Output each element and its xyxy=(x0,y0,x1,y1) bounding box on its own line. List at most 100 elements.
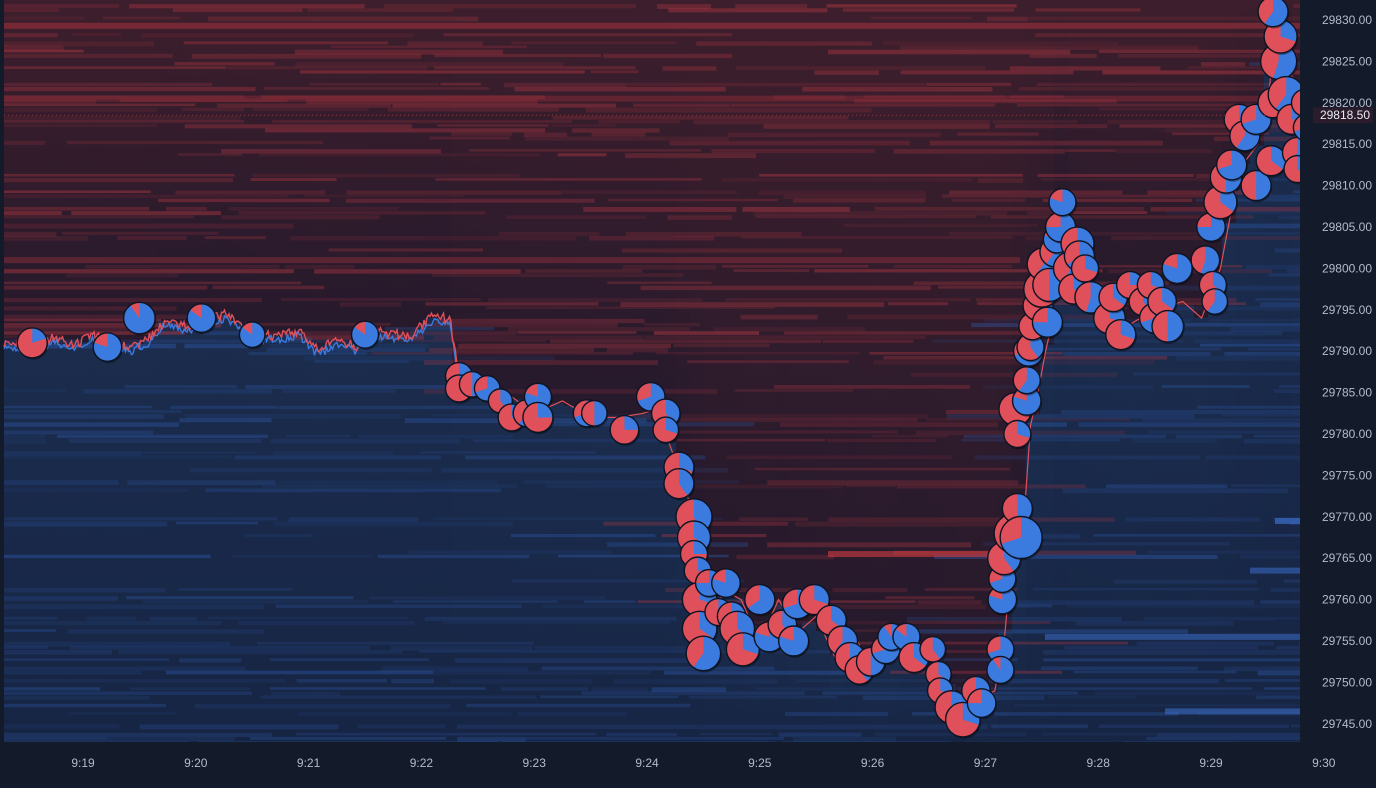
bid-zone xyxy=(886,656,901,742)
bid-zone xyxy=(536,409,551,742)
trade-bubble[interactable] xyxy=(1105,318,1137,352)
trade-bubble[interactable] xyxy=(744,583,776,617)
trade-bubble[interactable] xyxy=(987,584,1018,616)
bid-zone xyxy=(1012,542,1027,742)
bid-zone xyxy=(1208,282,1223,742)
trade-bubble[interactable] xyxy=(522,401,555,435)
price-axis[interactable]: 29830.00 29825.00 29820.00 29815.00 29810.00… xyxy=(1300,0,1376,788)
bid-zone xyxy=(620,416,635,742)
trade-bubble[interactable] xyxy=(186,303,217,335)
trade-bubble[interactable] xyxy=(1190,245,1221,277)
liquidity-band xyxy=(250,178,337,182)
trade-bubble[interactable] xyxy=(1031,306,1064,340)
trade-bubble[interactable] xyxy=(1151,309,1185,344)
trade-bubble[interactable] xyxy=(1003,419,1033,450)
liquidity-band xyxy=(827,438,937,443)
trade-bubble[interactable] xyxy=(685,635,722,673)
ask-zone xyxy=(970,0,985,702)
bid-zone xyxy=(788,628,803,742)
trade-bubble[interactable] xyxy=(1259,42,1298,82)
trade-bubble[interactable] xyxy=(1215,149,1248,182)
liquidity-band xyxy=(763,124,990,129)
liquidity-band xyxy=(622,264,716,270)
trade-bubble-outline xyxy=(186,303,217,334)
ask-zone xyxy=(144,0,159,337)
trade-bubble-buy xyxy=(239,321,265,348)
trade-bubbles[interactable] xyxy=(16,0,1322,739)
time-axis[interactable]: 9:19 9:20 9:21 9:22 9:23 9:24 9:25 9:26 9:27 9:28… xyxy=(0,742,1336,788)
liquidity-band xyxy=(1224,351,1300,356)
trade-bubble[interactable] xyxy=(1196,212,1227,244)
trade-bubble-buy xyxy=(987,635,1014,663)
trade-bubble-buy xyxy=(747,584,775,615)
trade-bubble[interactable] xyxy=(919,635,947,664)
trade-bubble[interactable] xyxy=(1255,145,1288,178)
liquidity-band xyxy=(946,409,1039,414)
liquidity-band xyxy=(644,335,926,340)
liquidity-band xyxy=(721,264,869,268)
trade-bubble[interactable] xyxy=(1011,385,1043,417)
trade-bubble[interactable] xyxy=(122,301,157,336)
trade-bubble-buy xyxy=(697,557,712,571)
liquidity-band xyxy=(4,314,231,319)
liquidity-band xyxy=(57,434,268,439)
ask-zone xyxy=(900,0,915,644)
trade-bubble[interactable] xyxy=(92,332,123,364)
liquidity-band xyxy=(488,298,703,303)
liquidity-band xyxy=(591,132,646,137)
trade-bubble[interactable] xyxy=(777,625,810,658)
liquidity-band xyxy=(170,405,278,409)
liquidity-band xyxy=(603,53,733,59)
bid-zone xyxy=(522,409,537,742)
liquidity-band xyxy=(589,235,715,241)
ask-zone xyxy=(116,0,131,347)
liquidity-band xyxy=(758,190,926,196)
ask-zone xyxy=(186,0,201,325)
trade-bubble[interactable] xyxy=(999,515,1044,561)
liquidity-band xyxy=(425,302,599,306)
trade-bubble[interactable] xyxy=(580,399,609,428)
trade-bubble[interactable] xyxy=(16,327,49,360)
liquidity-band xyxy=(212,285,325,290)
trade-bubble[interactable] xyxy=(986,635,1016,665)
trade-bubble[interactable] xyxy=(1070,254,1100,284)
trade-bubble[interactable] xyxy=(1257,0,1290,29)
trade-bubble[interactable] xyxy=(1263,19,1299,55)
liquidity-band xyxy=(4,596,119,601)
trade-bubble[interactable] xyxy=(725,632,761,668)
liquidity-band xyxy=(745,604,986,610)
trade-bubble[interactable] xyxy=(1048,187,1078,218)
trade-bubble[interactable] xyxy=(609,414,640,446)
trade-bubble[interactable] xyxy=(1161,252,1194,286)
trade-bubble[interactable] xyxy=(1012,365,1042,396)
ask-zone xyxy=(1180,0,1195,306)
liquidity-band xyxy=(1249,194,1300,200)
liquidity-band xyxy=(208,16,479,22)
bid-zone xyxy=(1096,305,1111,742)
liquidity-band xyxy=(328,248,484,252)
resting-order-line xyxy=(4,257,1020,264)
liquidity-band xyxy=(971,322,1179,328)
trade-bubble[interactable] xyxy=(663,467,696,501)
liquidity-band xyxy=(1073,670,1237,674)
trade-bubble[interactable] xyxy=(1240,169,1273,203)
trade-bubble[interactable] xyxy=(652,416,680,445)
trade-bubble[interactable] xyxy=(986,655,1016,686)
liquidity-band xyxy=(119,99,288,103)
bid-zone xyxy=(578,414,593,742)
time-tick-label: 9:24 xyxy=(635,756,659,770)
ask-zone xyxy=(592,0,607,418)
trade-bubble[interactable] xyxy=(711,568,742,600)
trade-bubble[interactable] xyxy=(238,321,267,350)
liquidity-band xyxy=(4,587,166,593)
trade-bubble-buy xyxy=(624,415,639,430)
bid-zone xyxy=(1082,301,1097,742)
trade-bubble[interactable] xyxy=(1201,288,1229,317)
trade-bubble[interactable] xyxy=(350,320,380,350)
liquidity-band xyxy=(540,695,679,699)
bid-zone xyxy=(200,321,215,742)
liquidity-band xyxy=(1278,215,1300,220)
trade-bubble[interactable] xyxy=(966,688,998,720)
